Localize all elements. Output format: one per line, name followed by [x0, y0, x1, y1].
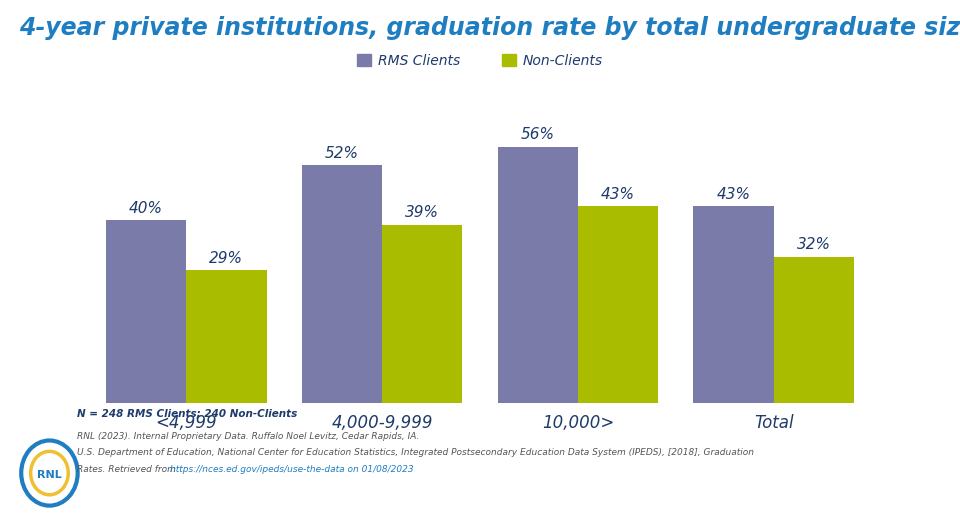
Text: U.S. Department of Education, National Center for Education Statistics, Integrat: U.S. Department of Education, National C…: [77, 448, 754, 457]
Text: 52%: 52%: [324, 146, 359, 161]
Text: Rates. Retrieved from: Rates. Retrieved from: [77, 465, 179, 474]
Text: RNL (2023). Internal Proprietary Data. Ruffalo Noel Levitz, Cedar Rapids, IA.: RNL (2023). Internal Proprietary Data. R…: [77, 432, 420, 440]
Text: 32%: 32%: [797, 237, 831, 252]
Bar: [186, 270, 267, 403]
Text: 40%: 40%: [129, 201, 163, 216]
Text: 56%: 56%: [520, 127, 555, 142]
Bar: [693, 206, 774, 403]
Text: N = 248 RMS Clients; 240 Non-Clients: N = 248 RMS Clients; 240 Non-Clients: [77, 408, 297, 418]
Bar: [382, 225, 463, 403]
Text: 43%: 43%: [717, 187, 751, 202]
Text: https://nces.ed.gov/ipeds/use-the-data on 01/08/2023: https://nces.ed.gov/ipeds/use-the-data o…: [170, 465, 414, 474]
Text: 4-year private institutions, graduation rate by total undergraduate size: 4-year private institutions, graduation …: [19, 16, 960, 39]
Bar: [774, 257, 854, 403]
Legend: RMS Clients, Non-Clients: RMS Clients, Non-Clients: [351, 48, 609, 73]
Text: RNL: RNL: [37, 470, 61, 480]
Bar: [497, 147, 578, 403]
Bar: [578, 206, 659, 403]
Bar: [301, 165, 382, 403]
Text: 43%: 43%: [601, 187, 636, 202]
Text: 39%: 39%: [405, 205, 440, 220]
Text: 29%: 29%: [209, 251, 243, 266]
Bar: [106, 220, 186, 403]
